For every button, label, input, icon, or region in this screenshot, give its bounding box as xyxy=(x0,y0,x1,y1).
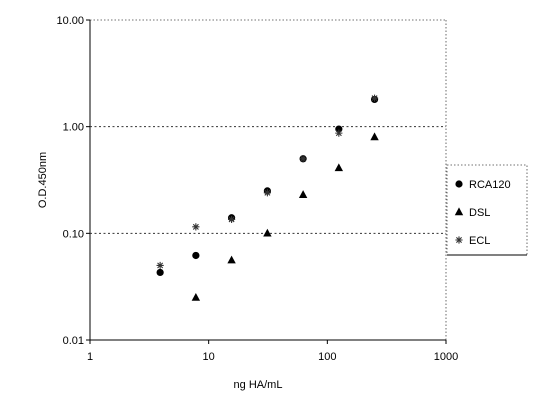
marker-triangle-shape xyxy=(454,207,464,216)
marker-asterisk-shape xyxy=(263,189,271,197)
marker-asterisk-shape xyxy=(455,236,463,244)
y-tick-label: 0.10 xyxy=(63,228,84,240)
marker-triangle-shape xyxy=(191,292,201,301)
data-point-ecl xyxy=(335,129,343,137)
marker-circle-shape xyxy=(192,251,200,260)
marker-triangle-shape xyxy=(298,190,308,198)
x-tick-label: 100 xyxy=(318,351,336,363)
data-point-dsl xyxy=(370,132,379,141)
y-tick-label: 10.00 xyxy=(56,15,84,27)
marker-asterisk-shape xyxy=(156,261,164,270)
marker-asterisk-shape xyxy=(192,223,200,231)
data-point-dsl xyxy=(298,190,308,198)
data-point-ecl xyxy=(370,94,379,102)
data-point-rca120 xyxy=(156,268,164,277)
marker-circle-shape xyxy=(455,180,463,188)
legend-label-ecl: ECL xyxy=(469,235,490,247)
data-point-dsl xyxy=(334,163,344,172)
marker-asterisk-shape xyxy=(335,129,343,137)
data-point-ecl xyxy=(192,223,200,231)
legend-label-dsl: DSL xyxy=(469,207,490,219)
x-tick-label: 10 xyxy=(203,351,215,363)
y-tick-label: 0.01 xyxy=(63,335,84,347)
x-axis-title: ng HA/mL xyxy=(234,379,283,391)
y-axis-title: O.D.450nm xyxy=(37,152,49,208)
data-point-dsl xyxy=(191,292,201,301)
data-point-dsl xyxy=(263,228,272,237)
data-point-ecl xyxy=(299,155,307,163)
y-tick-label: 1.00 xyxy=(63,122,84,134)
marker-asterisk-shape xyxy=(227,215,236,224)
marker-asterisk-shape xyxy=(299,155,307,163)
x-tick-label: 1 xyxy=(87,351,93,363)
marker-triangle-shape xyxy=(370,132,379,141)
marker-triangle-shape xyxy=(263,228,272,237)
legend-marker-dsl xyxy=(454,207,464,216)
marker-circle-shape xyxy=(156,268,164,277)
data-point-ecl xyxy=(156,261,164,270)
data-point-ecl xyxy=(227,215,236,224)
data-point-rca120 xyxy=(192,251,200,260)
x-tick-label: 1000 xyxy=(434,351,458,363)
legend-marker-rca120 xyxy=(455,180,463,188)
marker-asterisk-shape xyxy=(370,94,379,102)
data-point-dsl xyxy=(227,255,236,264)
marker-triangle-shape xyxy=(334,163,344,172)
marker-triangle-shape xyxy=(227,255,236,264)
legend-marker-ecl xyxy=(455,236,463,244)
data-point-ecl xyxy=(263,189,271,197)
legend-label-rca120: RCA120 xyxy=(469,179,511,191)
